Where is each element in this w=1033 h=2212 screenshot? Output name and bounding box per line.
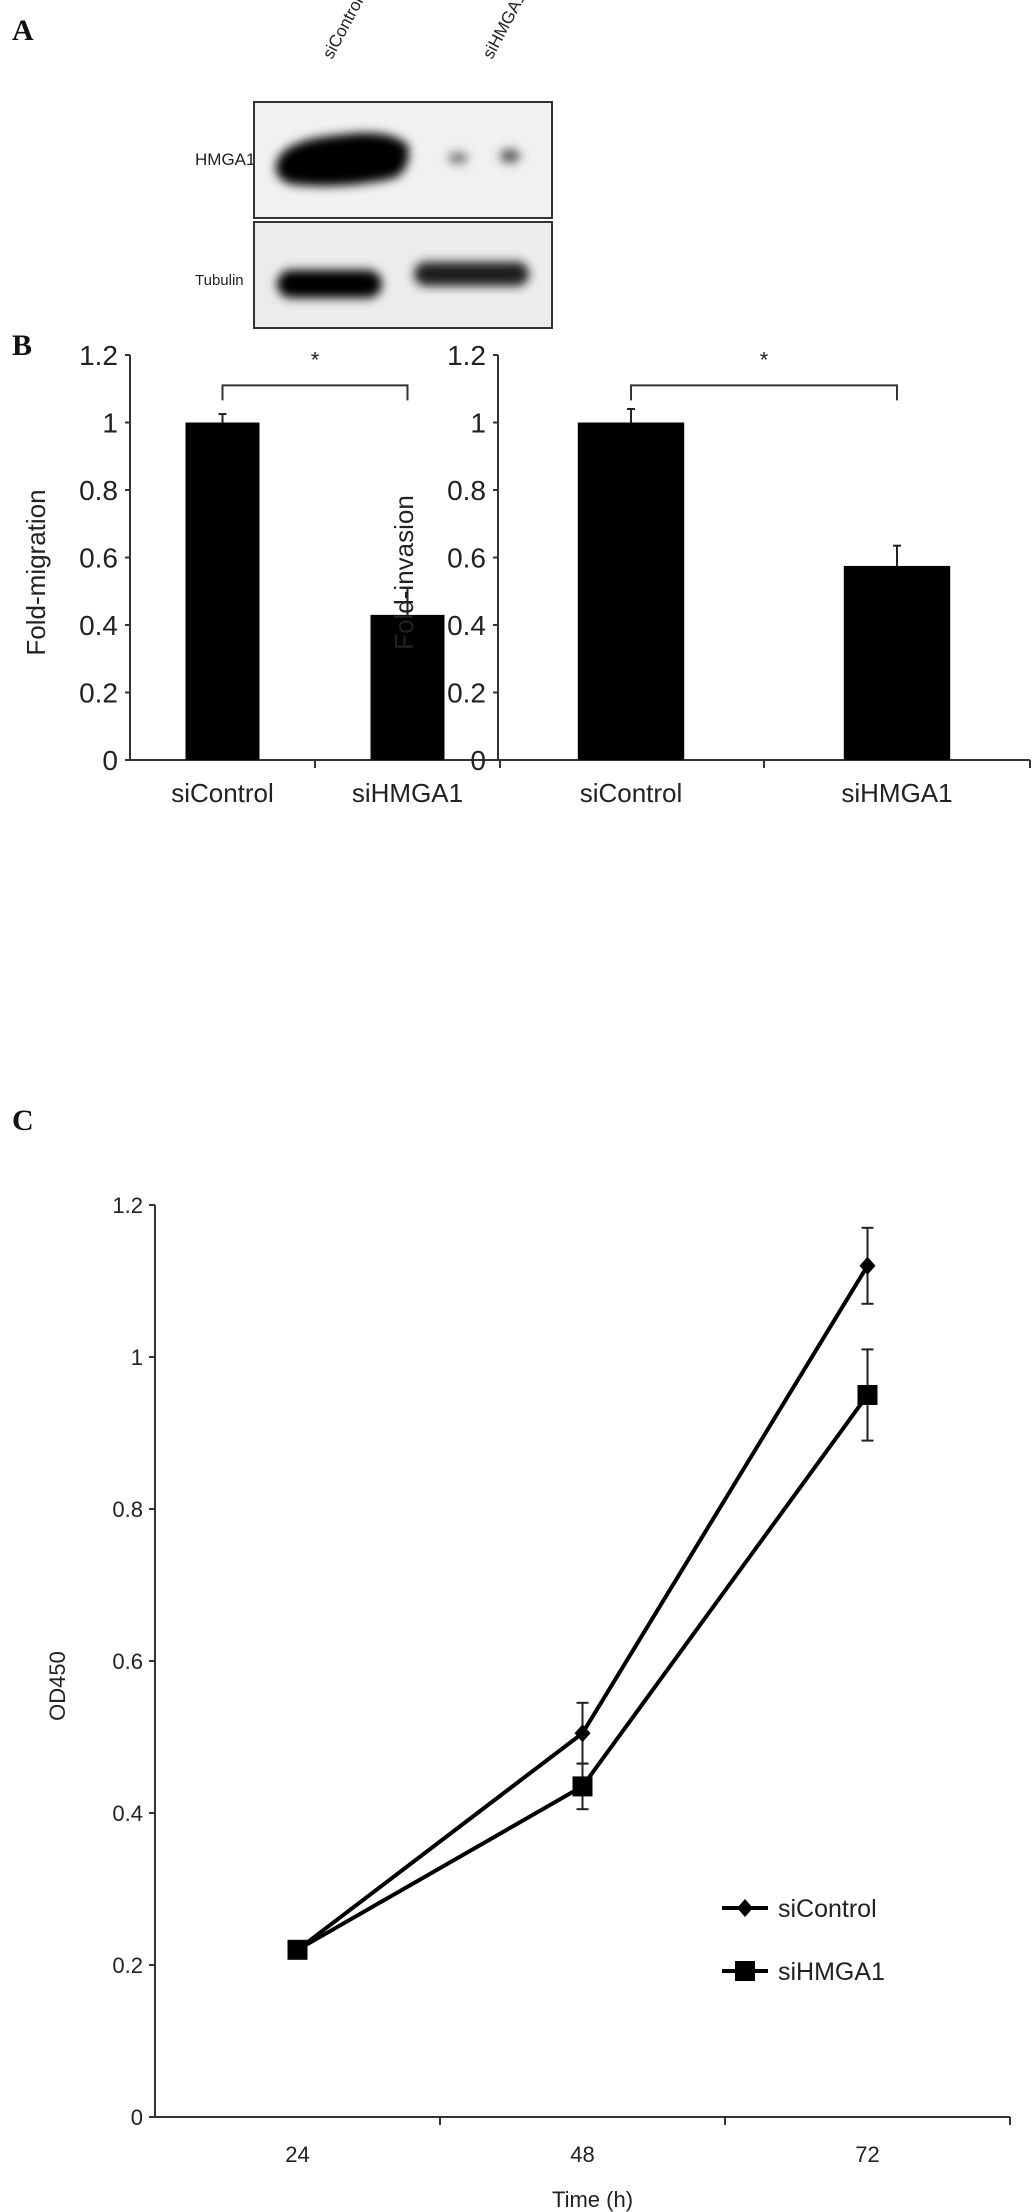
western-blot: siControl siHMGA1 HMGA1 Tubulin — [195, 0, 553, 329]
series-line — [296, 1264, 870, 1952]
significance-bracket — [630, 384, 898, 401]
y-tick-label: 0 — [102, 745, 118, 776]
lane-label-sihmga1: siHMGA1 — [479, 0, 530, 62]
x-tick-label: siControl — [171, 778, 274, 808]
band-hmga1-sicontrol — [275, 132, 409, 186]
y-tick-label: 0.2 — [447, 678, 486, 709]
band-hmga1-sihmga1-a — [448, 152, 468, 164]
y-tick-label: 0 — [131, 2105, 143, 2130]
series-sicontrol — [289, 1226, 876, 1959]
band-hmga1-sihmga1-b — [500, 149, 520, 163]
legend-square-icon — [735, 1961, 755, 1981]
x-tick-label: siHMGA1 — [841, 778, 952, 808]
y-axis-title: Fold-migration — [21, 489, 51, 655]
data-point — [572, 1776, 593, 1797]
bar-chart-migration: 0 0.2 0.4 0.6 0.8 1 1.2 Fold-migration siControl… — [21, 340, 501, 808]
x-tick-label: siControl — [580, 778, 683, 808]
significance-label: * — [311, 347, 320, 372]
bar-sihmga1 — [370, 614, 445, 760]
bar-sicontrol — [577, 422, 685, 760]
y-tick-label: 1 — [131, 1345, 143, 1370]
x-tick-label: 24 — [285, 2142, 309, 2167]
x-tick-label: siHMGA1 — [352, 778, 463, 808]
y-tick-label: 0.6 — [112, 1649, 143, 1674]
y-tick-label: 0.6 — [447, 543, 486, 574]
data-point — [859, 1256, 876, 1275]
series-line — [296, 1393, 870, 1952]
y-tick-label: 0.6 — [79, 543, 118, 574]
panel-label-c: C — [12, 1104, 34, 1137]
bar-sihmga1 — [843, 565, 951, 760]
y-tick-label: 1 — [470, 408, 486, 439]
blot-row-label-hmga1: HMGA1 — [195, 150, 255, 169]
bar-chart-invasion: 0 0.2 0.4 0.6 0.8 1 1.2 Fold-invasion siControl s… — [389, 340, 1031, 808]
y-tick-label: 1.2 — [79, 340, 118, 371]
y-tick-label: 1.2 — [112, 1193, 143, 1218]
y-axis-title: Fold-invasion — [389, 495, 419, 650]
band-tubulin-sihmga1 — [414, 262, 529, 286]
panel-label-b: B — [12, 329, 32, 362]
y-axis-title: OD450 — [45, 1651, 70, 1721]
y-tick-label: 0.4 — [447, 610, 486, 641]
y-tick-label: 0.4 — [112, 1801, 143, 1826]
series-sihmga1 — [287, 1348, 878, 1960]
legend-item-sicontrol: siControl — [722, 1895, 877, 1923]
y-tick-label: 0.2 — [112, 1953, 143, 1978]
legend-item-sihmga1: siHMGA1 — [722, 1958, 885, 1986]
y-tick-label: 0.8 — [112, 1497, 143, 1522]
line-chart-proliferation: 0 0.2 0.4 0.6 0.8 1 1.2 24 48 72 Time (h) OD450 siCo… — [45, 1193, 1011, 2212]
y-tick-label: 0.2 — [79, 678, 118, 709]
y-tick-label: 0 — [470, 745, 486, 776]
blot-row-label-tubulin: Tubulin — [195, 272, 244, 289]
y-tick-label: 0.4 — [79, 610, 118, 641]
legend-diamond-icon — [737, 1899, 753, 1917]
band-tubulin-sicontrol — [277, 270, 382, 298]
y-tick-label: 1.2 — [447, 340, 486, 371]
legend-label: siHMGA1 — [778, 1958, 885, 1986]
panel-label-a: A — [12, 14, 34, 47]
data-point — [287, 1939, 308, 1960]
lane-label-sicontrol: siControl — [319, 0, 367, 62]
legend-label: siControl — [778, 1895, 877, 1923]
significance-label: * — [760, 347, 769, 372]
data-point — [574, 1724, 591, 1743]
significance-bracket — [221, 384, 409, 401]
x-tick-label: 72 — [855, 2142, 879, 2167]
x-tick-label: 48 — [570, 2142, 594, 2167]
y-tick-label: 1 — [102, 408, 118, 439]
y-tick-label: 0.8 — [79, 475, 118, 506]
x-axis-title: Time (h) — [552, 2187, 633, 2212]
data-point — [857, 1385, 878, 1405]
bar-sicontrol — [185, 422, 260, 760]
y-tick-label: 0.8 — [447, 475, 486, 506]
